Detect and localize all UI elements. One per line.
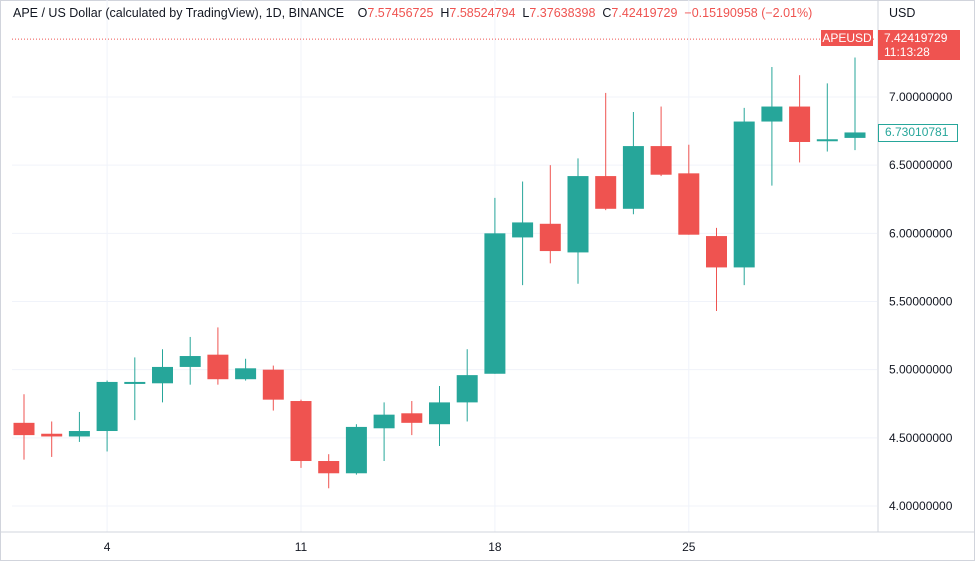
candle-body — [345, 426, 367, 474]
candle[interactable] — [235, 358, 257, 381]
candle[interactable] — [429, 386, 450, 447]
candle[interactable] — [13, 394, 35, 460]
price-axis[interactable]: 4.00000000 4.50000000 5.00000000 5.50000000… — [889, 90, 953, 513]
y-tick-label: 7.00000000 — [889, 90, 953, 104]
symbol-description: APE / US Dollar (calculated by TradingVi… — [13, 6, 345, 20]
candle[interactable] — [207, 327, 229, 385]
candle[interactable] — [179, 336, 201, 385]
candle-body — [152, 366, 173, 384]
candle[interactable] — [96, 380, 118, 452]
close-label: C — [602, 6, 612, 20]
candle[interactable] — [706, 227, 727, 312]
candle-body — [595, 176, 617, 209]
candle[interactable] — [456, 349, 478, 422]
candle[interactable] — [650, 106, 672, 177]
candle-body — [207, 354, 229, 380]
candle-body — [733, 121, 755, 268]
last-price-label: 7.42419729 11:13:28 — [878, 30, 960, 60]
candle[interactable] — [567, 158, 589, 284]
high-value: 7.58524794 — [449, 6, 516, 20]
candle-body — [124, 381, 146, 384]
last-price-value: 7.42419729 — [884, 31, 948, 45]
candle-body — [512, 222, 534, 238]
candle-body — [235, 368, 257, 380]
candle[interactable] — [124, 357, 146, 421]
y-tick-label: 5.00000000 — [889, 363, 953, 377]
candle[interactable] — [401, 401, 423, 436]
candle[interactable] — [290, 399, 312, 468]
symbol-price-tag: APEUSD — [821, 30, 873, 46]
candle-body — [262, 369, 284, 400]
low-label: L — [522, 6, 530, 20]
high-label: H — [440, 6, 450, 20]
candle[interactable] — [484, 197, 506, 374]
bar-countdown: 11:13:28 — [884, 45, 930, 59]
candle[interactable] — [152, 349, 173, 403]
candle[interactable] — [345, 424, 367, 475]
close-value: 7.42419729 — [611, 6, 678, 20]
candle-body — [678, 173, 700, 235]
candle-body — [41, 433, 63, 437]
candle-body — [816, 139, 838, 142]
y-tick-label: 6.00000000 — [889, 226, 953, 240]
candle[interactable] — [622, 111, 644, 215]
candle-body — [706, 236, 727, 268]
y-tick-label: 5.50000000 — [889, 295, 953, 309]
low-value: 7.37638398 — [529, 6, 596, 20]
candle[interactable] — [816, 83, 838, 152]
x-tick-label: 25 — [682, 540, 696, 554]
candle[interactable] — [678, 144, 700, 235]
open-label: O — [357, 6, 368, 20]
candle-body — [789, 106, 811, 142]
candle-body — [761, 106, 783, 122]
candles — [13, 57, 866, 489]
x-tick-label: 11 — [295, 540, 308, 554]
candle-body — [456, 375, 478, 403]
candle[interactable] — [844, 57, 866, 151]
candle-body — [290, 401, 312, 462]
y-tick-label: 6.50000000 — [889, 158, 953, 172]
y-tick-label: 4.00000000 — [889, 499, 953, 513]
candle-body — [650, 146, 672, 175]
candle-body — [844, 132, 866, 138]
open-value: 7.57456725 — [367, 6, 434, 20]
indicator-price-label: 6.73010781 — [878, 124, 958, 142]
candle[interactable] — [539, 165, 561, 264]
candle-body — [429, 402, 450, 425]
candle[interactable] — [512, 181, 534, 286]
candle[interactable] — [733, 107, 755, 286]
x-tick-label: 4 — [104, 540, 111, 554]
change-value: −0.15190958 (−2.01%) — [684, 6, 813, 20]
candle-body — [567, 176, 589, 253]
candle-body — [401, 413, 423, 423]
candle-body — [318, 461, 340, 474]
candle[interactable] — [41, 421, 63, 457]
time-axis[interactable]: 4 11 18 25 — [104, 540, 696, 554]
candle-body — [179, 356, 201, 367]
x-tick-label: 18 — [488, 540, 502, 554]
candle[interactable] — [789, 75, 811, 163]
candle-body — [13, 422, 35, 436]
candle-body — [373, 414, 395, 429]
candle-body — [622, 146, 644, 209]
candle[interactable] — [262, 365, 284, 411]
chart-legend-header: APE / US Dollar (calculated by TradingVi… — [13, 6, 812, 20]
currency-label[interactable]: USD — [889, 6, 916, 20]
candle[interactable] — [373, 402, 395, 462]
candle[interactable] — [68, 411, 90, 442]
candle[interactable] — [761, 67, 783, 186]
candle-body — [484, 233, 506, 374]
candle[interactable] — [595, 92, 617, 211]
y-tick-label: 4.50000000 — [889, 431, 953, 445]
candle-body — [96, 381, 118, 432]
candle[interactable] — [318, 454, 340, 489]
candle-body — [539, 223, 561, 252]
candle-body — [68, 431, 90, 437]
